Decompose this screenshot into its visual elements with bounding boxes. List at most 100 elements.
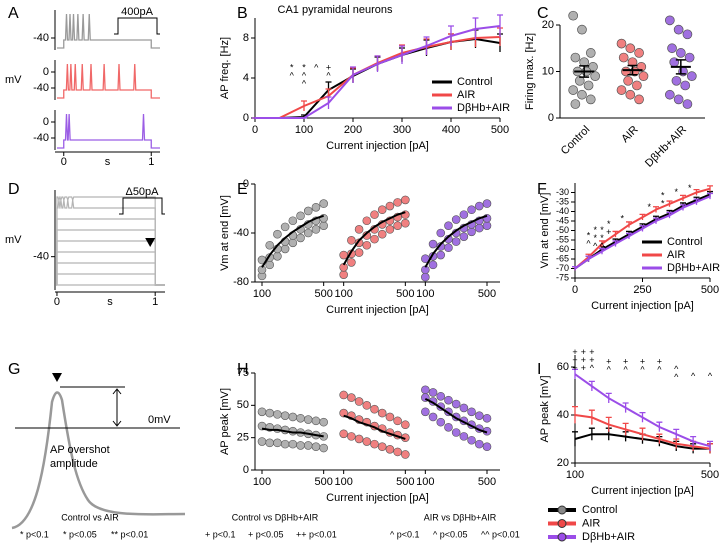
data-point [474, 201, 484, 211]
x-tick-label: 250 [633, 284, 651, 296]
data-point [362, 437, 372, 446]
data-point [311, 225, 321, 234]
data-point [444, 221, 453, 230]
data-point [585, 48, 596, 58]
mean-line [343, 414, 406, 440]
x-tick-label: 500 [314, 288, 332, 300]
legend-item: + p<0.05 [248, 529, 284, 539]
data-point [467, 227, 476, 237]
data-point [428, 260, 438, 270]
data-point [362, 401, 372, 410]
data-point [288, 238, 298, 248]
x-axis-label: Current injection [pA] [326, 492, 429, 504]
data-point [467, 435, 476, 445]
significance-mark: * [661, 191, 665, 201]
data-point [451, 237, 461, 246]
data-point [421, 385, 430, 395]
x-tick-label: 100 [416, 288, 434, 300]
data-point [280, 222, 290, 232]
chart-title: CA1 pyramidal neurons [278, 4, 393, 16]
significance-mark: + [572, 347, 577, 357]
caption: amplitude [50, 458, 98, 470]
data-point [377, 229, 387, 239]
data-point [401, 210, 410, 219]
significance-mark: ^ [586, 239, 591, 249]
data-point [451, 215, 461, 224]
x-tick-label: 1 [152, 296, 158, 308]
significance-mark: + [589, 347, 594, 357]
data-point [393, 198, 402, 207]
x-tick-label: AIR [619, 124, 640, 145]
data-point [311, 202, 321, 212]
panel-letter: A [8, 5, 19, 22]
y-tick-label: 25 [237, 432, 249, 444]
scale-label: 400pA [121, 6, 153, 18]
marker-triangle [145, 238, 156, 247]
mean-line [261, 427, 324, 438]
legend-title: Control vs DβHb+AIR [232, 512, 319, 522]
data-point [451, 428, 461, 437]
error-bar [627, 64, 638, 76]
significance-mark: + [657, 357, 662, 367]
y-tick-label: 50 [237, 399, 249, 411]
panel-letter: B [237, 5, 248, 22]
y-tick-label: 0 [243, 464, 249, 476]
x-tick-label: 500 [701, 284, 719, 296]
y-tick-label: -45 [556, 215, 569, 225]
y-tick-label: 8 [243, 32, 249, 44]
significance-mark: + [581, 363, 586, 373]
data-point [370, 404, 379, 414]
data-point [339, 270, 348, 279]
data-point [577, 24, 587, 35]
y-tick-label: 0 [43, 116, 49, 128]
significance-mark: * [593, 233, 597, 243]
data-point [623, 75, 633, 86]
x-tick-label: 0 [252, 124, 258, 136]
legend-item: * p<0.05 [63, 529, 97, 539]
significance-mark: + [572, 363, 577, 373]
y-axis-label: AP peak [mV] [219, 388, 231, 455]
data-point [303, 441, 313, 450]
significance-mark: * [600, 225, 604, 235]
panel-letter: G [8, 361, 20, 378]
data-point [319, 221, 328, 230]
significance-mark: ^ [691, 371, 696, 381]
mean-line [261, 214, 324, 268]
significance-mark: + [326, 62, 331, 72]
significance-mark: ^ [674, 372, 679, 382]
data-point [339, 390, 348, 400]
data-point [296, 413, 305, 423]
x-tick-label: 100 [253, 288, 271, 300]
significance-mark: * [600, 233, 604, 243]
data-point [482, 413, 492, 423]
significance-mark: ^ [657, 365, 662, 375]
significance-mark: * [302, 62, 306, 72]
x-axis-label: Current injection [pA] [591, 300, 694, 312]
y-tick-label: -40 [33, 251, 49, 263]
data-point [296, 211, 305, 221]
significance-mark: ^ [607, 365, 612, 375]
x-tick-label: 500 [478, 288, 496, 300]
data-point [686, 71, 697, 82]
y-tick-label: -35 [556, 196, 569, 206]
data-point [311, 442, 321, 452]
x-axis-label: s [107, 296, 113, 308]
y-tick-label: 10 [542, 65, 554, 77]
y-tick-label: -40 [33, 82, 49, 94]
data-point [482, 221, 492, 230]
data-point [678, 66, 688, 77]
data-point [393, 447, 402, 457]
data-point [421, 407, 430, 417]
significance-mark: * [674, 187, 678, 197]
data-point [347, 236, 356, 245]
y-tick-label: -50 [556, 225, 569, 235]
series-line [574, 373, 711, 448]
significance-mark: ^ [593, 241, 598, 251]
data-point [257, 437, 267, 446]
data-point [273, 424, 282, 433]
significance-mark: * [587, 231, 591, 241]
significance-mark: + [640, 357, 645, 367]
y-axis-label: Vm at end [mV] [539, 193, 551, 269]
x-tick-label: 500 [491, 124, 509, 136]
error-bar [675, 59, 686, 75]
